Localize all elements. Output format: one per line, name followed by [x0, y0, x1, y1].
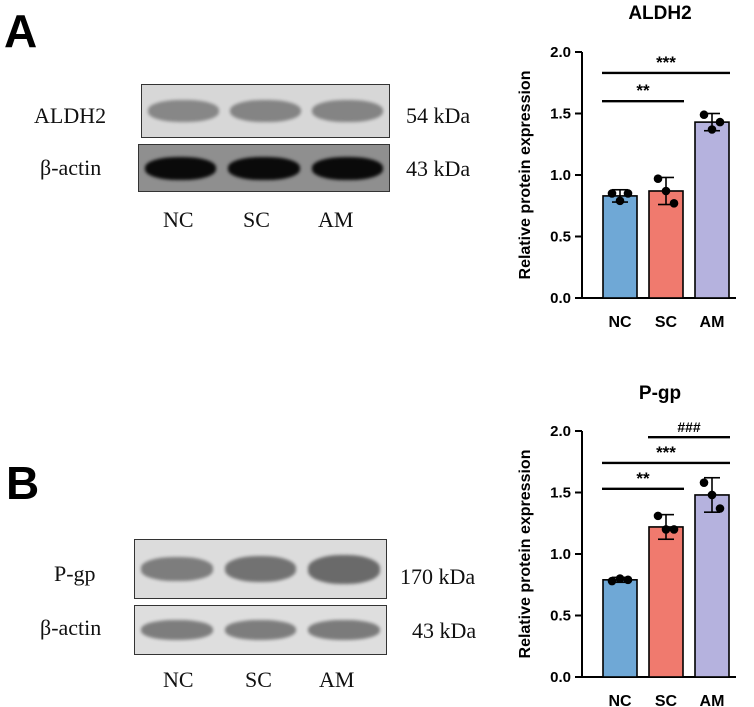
y-axis-label: Relative protein expression — [517, 71, 534, 280]
blot-band — [308, 619, 381, 641]
blot-band — [228, 156, 300, 180]
blot-band — [312, 99, 384, 123]
blot-actin-a — [138, 144, 390, 192]
panel-letter-b: B — [6, 457, 40, 509]
y-tick-label: 0.5 — [550, 229, 571, 246]
blot-label-actin-a: β-actin — [40, 155, 102, 180]
y-tick-label: 0.5 — [550, 608, 571, 625]
bar — [602, 195, 638, 299]
significance-label: ** — [636, 81, 650, 100]
data-point — [615, 196, 625, 206]
data-point — [623, 575, 633, 585]
lane-label-am-a: AM — [318, 207, 354, 232]
data-point — [623, 189, 633, 198]
data-point — [607, 189, 617, 198]
y-tick-label: 0.0 — [550, 669, 571, 686]
blot-label-actin-b: β-actin — [40, 615, 102, 640]
data-point — [699, 110, 709, 120]
significance-label: ** — [636, 469, 650, 488]
y-tick-label: 1.0 — [550, 167, 571, 184]
data-point — [669, 525, 679, 534]
data-point — [669, 198, 679, 208]
blot-band — [311, 156, 384, 180]
category-label: AM — [700, 314, 725, 331]
data-point — [661, 525, 671, 534]
significance-label: *** — [656, 53, 676, 72]
bar — [694, 494, 730, 678]
significance-label: *** — [656, 443, 676, 462]
data-point — [661, 186, 671, 196]
y-tick-label: 1.5 — [550, 106, 571, 123]
blot-label-aldh2: ALDH2 — [34, 103, 107, 128]
blot-pgp — [134, 539, 387, 599]
blot-aldh2 — [141, 84, 390, 138]
blot-band — [224, 619, 297, 641]
data-point — [707, 125, 717, 134]
significance-label: ### — [677, 419, 701, 435]
bar — [602, 579, 638, 678]
category-label: SC — [655, 693, 678, 707]
lane-label-nc-a: NC — [163, 207, 194, 232]
blot-size-actin-a: 43 kDa — [406, 156, 471, 181]
y-tick-label: 2.0 — [550, 44, 571, 61]
y-axis-label: Relative protein expression — [517, 450, 534, 659]
blot-band — [224, 555, 297, 583]
blot-band — [144, 156, 217, 180]
blot-size-actin-b: 43 kDa — [412, 618, 477, 643]
data-point — [653, 174, 663, 183]
data-point — [607, 576, 617, 586]
y-tick-label: 0.0 — [550, 290, 571, 307]
lane-label-am-b: AM — [319, 667, 355, 692]
blot-band — [230, 99, 301, 123]
panel-letter-a: A — [4, 5, 38, 57]
bar — [694, 121, 730, 299]
y-tick-label: 2.0 — [550, 423, 571, 440]
blot-band — [308, 554, 381, 584]
lane-label-sc-b: SC — [245, 667, 272, 692]
blot-band — [140, 557, 213, 581]
blot-band — [147, 100, 219, 122]
category-label: NC — [608, 693, 632, 707]
category-label: SC — [655, 314, 678, 331]
blot-actin-b — [134, 605, 387, 655]
data-point — [699, 478, 709, 487]
blot-size-aldh2: 54 kDa — [406, 103, 471, 128]
blot-size-pgp: 170 kDa — [400, 564, 476, 589]
y-tick-label: 1.0 — [550, 546, 571, 563]
y-tick-label: 1.5 — [550, 485, 571, 502]
blot-label-pgp: P-gp — [54, 561, 96, 586]
chart-title: P-gp — [639, 383, 681, 404]
lane-label-sc-a: SC — [243, 207, 270, 232]
blot-band — [140, 619, 213, 641]
lane-label-nc-b: NC — [163, 667, 194, 692]
category-label: NC — [608, 314, 632, 331]
bar — [648, 190, 684, 299]
data-point — [715, 117, 725, 127]
data-point — [615, 574, 625, 583]
category-label: AM — [700, 693, 725, 707]
chart-title: ALDH2 — [628, 3, 691, 24]
data-point — [715, 504, 725, 513]
data-point — [707, 490, 717, 500]
data-point — [653, 511, 663, 521]
bar — [648, 526, 684, 678]
